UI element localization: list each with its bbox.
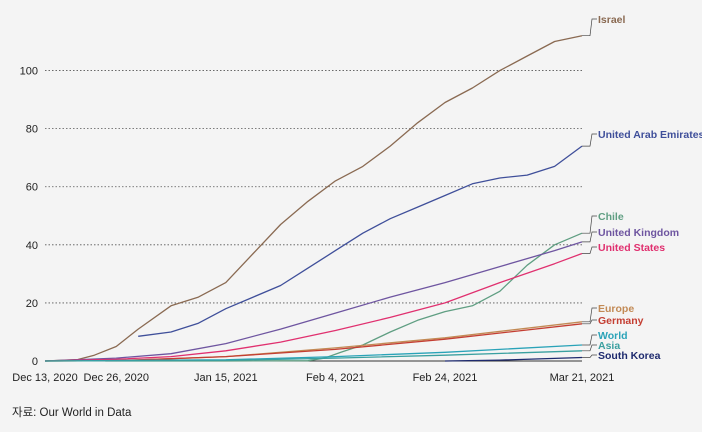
series-line [44, 252, 583, 362]
series-lines [44, 35, 583, 362]
x-tick-label: Dec 13, 2020 [12, 372, 77, 384]
x-tick-label: Dec 26, 2020 [84, 372, 149, 384]
series-label: Israel [598, 14, 626, 26]
series-line [44, 241, 583, 362]
y-tick-label: 0 [32, 356, 38, 368]
series-label: United States [598, 242, 665, 254]
series-label: United Arab Emirates [598, 129, 702, 141]
series-label: Europe [598, 303, 634, 315]
grid-lines [45, 70, 582, 362]
x-tick-label: Feb 4, 2021 [306, 372, 365, 384]
label-leader-line [582, 354, 597, 358]
series-line [138, 145, 583, 337]
label-leader-line [582, 133, 597, 147]
series-label: South Korea [598, 350, 661, 362]
label-leader-line [582, 215, 597, 234]
label-leader-line [582, 344, 597, 352]
x-tick-label: Jan 15, 2021 [194, 372, 258, 384]
series-label: Asia [598, 340, 620, 352]
series-label: Germany [598, 315, 644, 327]
label-leader-line [582, 334, 597, 346]
series-label: United Kingdom [598, 227, 679, 239]
series-line [105, 232, 583, 362]
y-tick-label: 100 [20, 66, 38, 78]
y-axis: 0 20 40 60 80 100 [20, 66, 38, 368]
x-tick-label: Mar 21, 2021 [550, 372, 615, 384]
series-line [444, 356, 583, 362]
label-leader-line [582, 319, 597, 325]
series-line [44, 323, 583, 362]
source-note: 자료: Our World in Data [12, 407, 132, 419]
label-leader-line [582, 246, 597, 254]
label-leader-line [582, 307, 597, 323]
series-line [44, 350, 583, 362]
series-label: Chile [598, 211, 624, 223]
series-line [44, 35, 583, 362]
y-tick-label: 80 [26, 124, 38, 136]
y-tick-label: 40 [26, 240, 38, 252]
y-tick-label: 60 [26, 182, 38, 194]
label-leader-line [582, 231, 597, 243]
x-tick-label: Feb 24, 2021 [413, 372, 478, 384]
label-leader-line [582, 18, 597, 37]
series-labels: Israel United Arab Emirates Chile United Ki… [582, 14, 702, 362]
series-label: World [598, 330, 628, 342]
series-line [44, 321, 583, 362]
y-tick-label: 20 [26, 298, 38, 310]
x-axis: Dec 13, 2020 Dec 26, 2020 Jan 15, 2021 Feb … [12, 372, 614, 384]
